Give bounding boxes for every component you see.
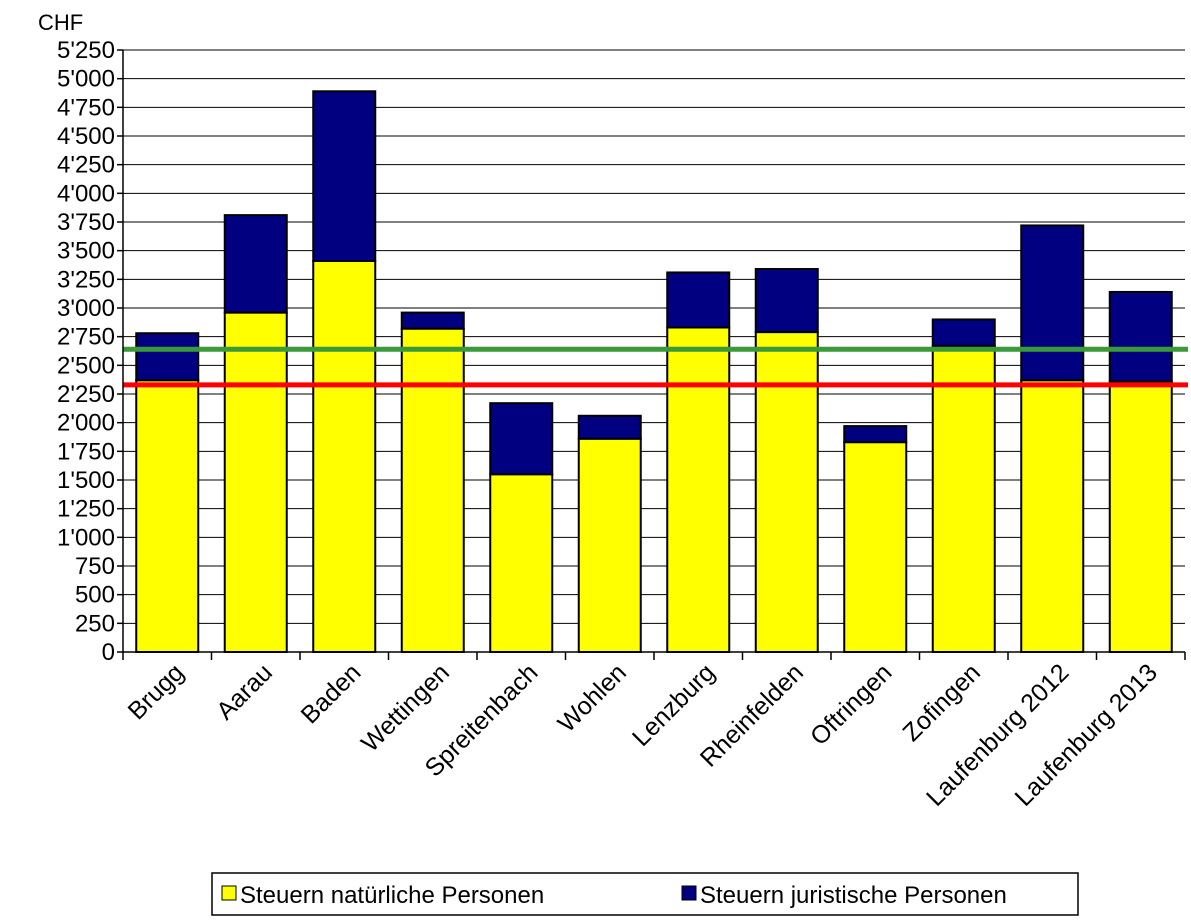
y-tick-label: 1'000 xyxy=(57,524,115,551)
y-tick-label: 2'250 xyxy=(57,381,115,408)
bar-segment-juristische xyxy=(223,214,288,314)
y-axis-ticks: 02505007501'0001'2501'5001'7502'0002'250… xyxy=(57,37,123,666)
x-category-label: Brugg xyxy=(123,658,190,725)
y-tick-label: 250 xyxy=(75,610,115,637)
y-tick-label: 2'000 xyxy=(57,410,115,437)
bar-segment-natuerliche xyxy=(577,437,642,653)
y-tick-label: 4'750 xyxy=(57,94,115,121)
bar-segment-juristische xyxy=(931,318,996,347)
bar-segment-natuerliche xyxy=(666,326,731,653)
gridlines xyxy=(123,49,1185,624)
legend-label-juristische: Steuern juristische Personen xyxy=(700,882,1007,909)
legend: Steuern natürliche Personen Steuern juri… xyxy=(211,872,1079,916)
y-tick-label: 5'250 xyxy=(57,37,115,64)
y-tick-label: 3'750 xyxy=(57,209,115,236)
bar-segment-natuerliche xyxy=(931,344,996,653)
bar-segment-natuerliche xyxy=(843,441,908,653)
y-tick-label: 4'500 xyxy=(57,123,115,150)
y-tick-label: 500 xyxy=(75,582,115,609)
y-tick-label: 1'500 xyxy=(57,467,115,494)
bar-segment-juristische xyxy=(666,271,731,329)
y-tick-label: 1'750 xyxy=(57,438,115,465)
bar-segment-natuerliche xyxy=(312,259,377,653)
bar-segment-natuerliche xyxy=(400,327,465,653)
bar-segment-juristische xyxy=(754,268,819,334)
bar-segment-juristische xyxy=(135,332,200,382)
y-tick-label: 5'000 xyxy=(57,66,115,93)
y-tick-label: 1'250 xyxy=(57,496,115,523)
bar-segment-natuerliche xyxy=(135,379,200,653)
bar-segment-natuerliche xyxy=(489,473,554,653)
bar-segment-juristische xyxy=(489,402,554,476)
legend-swatch-juristische xyxy=(681,885,697,901)
y-tick-label: 2'750 xyxy=(57,324,115,351)
y-tick-label: 2'500 xyxy=(57,352,115,379)
bar-segment-natuerliche xyxy=(754,331,819,653)
bar-segment-natuerliche xyxy=(1020,379,1085,653)
x-category-label: Aarau xyxy=(211,658,278,725)
reference-lines xyxy=(123,346,1188,388)
y-tick-label: 0 xyxy=(102,639,115,666)
legend-frame xyxy=(211,872,1079,916)
axes xyxy=(122,50,1186,660)
y-tick-label: 4'250 xyxy=(57,152,115,179)
y-tick-label: 3'250 xyxy=(57,266,115,293)
y-tick-label: 3'000 xyxy=(57,295,115,322)
y-tick-label: 3'500 xyxy=(57,238,115,265)
legend-swatch-natuerliche xyxy=(221,885,237,901)
x-category-label: Lenzburg xyxy=(627,658,721,752)
x-category-label: Oftringen xyxy=(805,658,898,751)
x-category-label: Wohlen xyxy=(553,658,632,737)
legend-label-natuerliche: Steuern natürliche Personen xyxy=(240,882,544,909)
bar-segment-natuerliche xyxy=(1108,380,1173,653)
y-tick-label: 4'000 xyxy=(57,180,115,207)
bar-segment-natuerliche xyxy=(223,311,288,653)
y-unit-label: CHF xyxy=(38,10,83,35)
bar-segment-juristische xyxy=(312,90,377,262)
y-tick-label: 750 xyxy=(75,553,115,580)
bar-segment-juristische xyxy=(1108,290,1173,383)
bar-segment-juristische xyxy=(577,414,642,440)
bar-segment-juristische xyxy=(400,311,465,330)
bar-segment-juristische xyxy=(843,425,908,444)
x-category-label: Baden xyxy=(296,658,367,729)
bars xyxy=(135,90,1173,653)
x-category-label: Zofingen xyxy=(897,658,986,747)
bar-segment-juristische xyxy=(1020,224,1085,382)
